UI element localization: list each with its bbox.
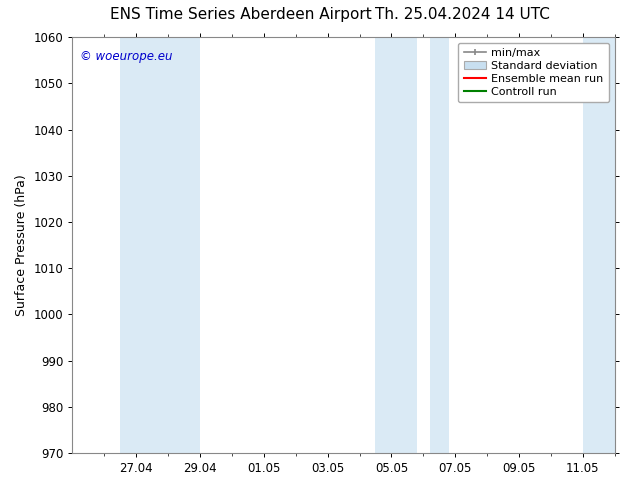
Legend: min/max, Standard deviation, Ensemble mean run, Controll run: min/max, Standard deviation, Ensemble me… — [458, 43, 609, 102]
Text: Th. 25.04.2024 14 UTC: Th. 25.04.2024 14 UTC — [375, 7, 550, 23]
Bar — [120, 37, 200, 453]
Y-axis label: Surface Pressure (hPa): Surface Pressure (hPa) — [15, 174, 28, 316]
Bar — [375, 37, 417, 453]
Text: ENS Time Series Aberdeen Airport: ENS Time Series Aberdeen Airport — [110, 7, 372, 23]
Text: © woeurope.eu: © woeurope.eu — [81, 49, 173, 63]
Bar — [583, 37, 621, 453]
Bar — [430, 37, 449, 453]
